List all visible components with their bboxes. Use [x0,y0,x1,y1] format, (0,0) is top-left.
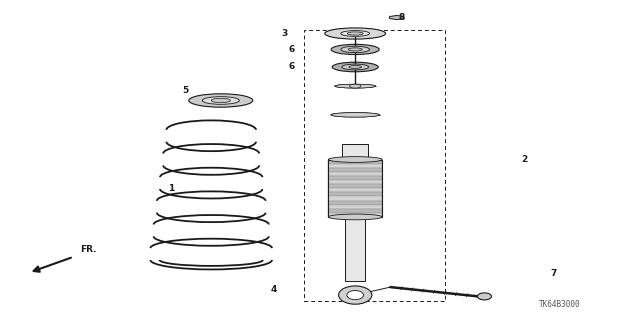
Ellipse shape [349,84,361,88]
Bar [342,144,368,160]
Ellipse shape [348,48,362,51]
Bar [328,188,382,192]
Ellipse shape [328,157,382,162]
Bar [328,197,382,201]
Text: 8: 8 [399,13,405,22]
Bar [328,176,382,180]
Bar [345,217,365,281]
Text: TK64B3000: TK64B3000 [539,300,581,309]
Ellipse shape [328,214,382,220]
Ellipse shape [341,31,370,36]
Bar [328,184,382,188]
Ellipse shape [202,97,239,104]
Polygon shape [390,16,404,20]
Bar [328,164,382,168]
Bar [328,160,382,217]
Ellipse shape [477,293,492,300]
Bar [328,201,382,204]
Ellipse shape [189,94,253,107]
Bar [328,168,382,172]
Text: 5: 5 [182,86,189,95]
Bar [328,213,382,217]
Ellipse shape [347,291,364,300]
Ellipse shape [342,64,369,70]
Ellipse shape [331,113,380,117]
Ellipse shape [211,98,230,103]
Text: FR.: FR. [80,245,97,254]
Ellipse shape [335,84,376,88]
Ellipse shape [335,84,376,88]
Text: 6: 6 [288,63,294,71]
Bar [328,180,382,184]
Text: 7: 7 [550,269,557,278]
Ellipse shape [331,113,380,117]
Ellipse shape [332,44,380,55]
Text: 1: 1 [168,184,175,193]
Bar [304,30,445,301]
Ellipse shape [341,46,370,53]
Bar [328,204,382,209]
Text: 3: 3 [282,29,288,38]
Text: 2: 2 [522,155,528,164]
Ellipse shape [325,28,385,39]
Ellipse shape [349,66,362,68]
Text: 6: 6 [288,45,294,54]
Bar [328,160,382,164]
Bar [328,192,382,197]
Ellipse shape [339,286,372,304]
Text: 4: 4 [271,285,277,294]
Ellipse shape [348,32,364,35]
Bar [328,172,382,176]
Bar [328,209,382,213]
Ellipse shape [332,62,378,72]
